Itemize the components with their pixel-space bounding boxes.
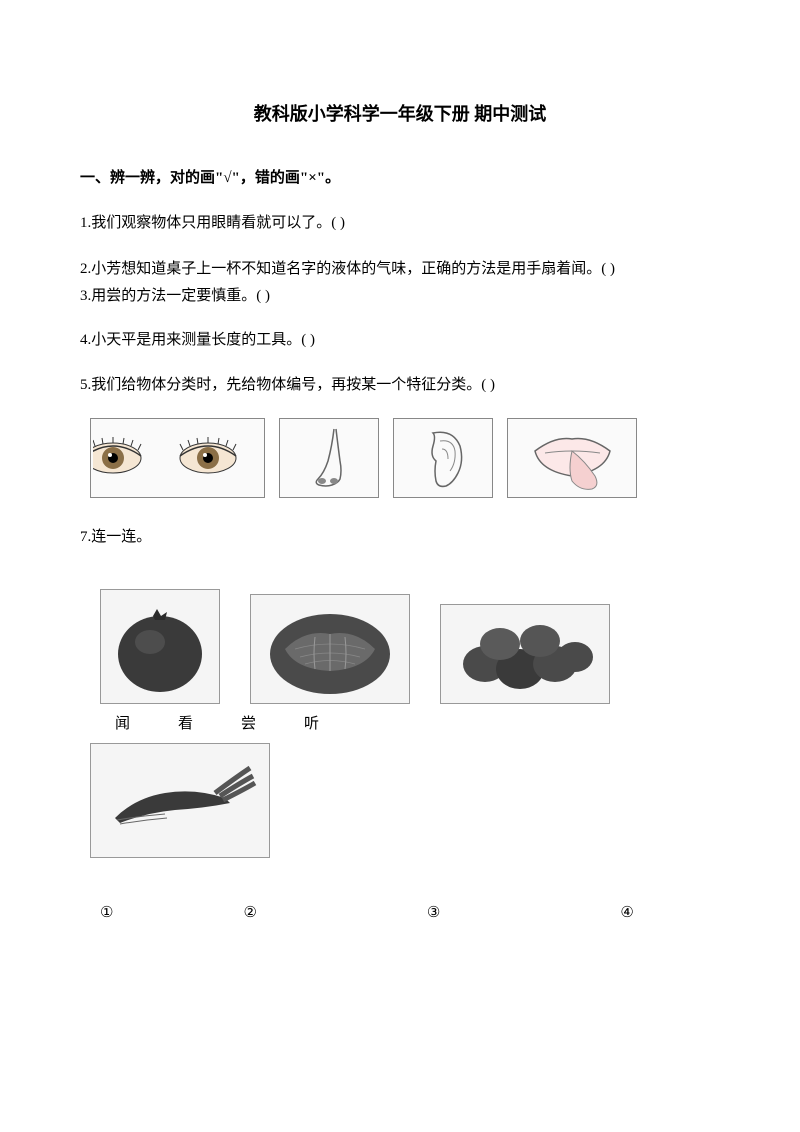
nose-image [279, 418, 379, 498]
question-3: 3.用尝的方法一定要慎重。( ) [80, 285, 720, 308]
label-smell: 闻 [115, 712, 130, 733]
circled-2: ② [243, 903, 256, 922]
potato-image [440, 604, 610, 704]
page-title: 教科版小学科学一年级下册 期中测试 [80, 100, 720, 126]
label-taste: 尝 [241, 712, 256, 733]
question-4: 4.小天平是用来测量长度的工具。( ) [80, 329, 720, 352]
circled-numbers: ① ② ③ ④ [100, 903, 720, 922]
cabbage-image [250, 594, 410, 704]
circled-4: ④ [620, 903, 633, 922]
sense-organs-row [90, 418, 720, 498]
question-5: 5.我们给物体分类时，先给物体编号，再按某一个特征分类。( ) [80, 374, 720, 397]
circled-3: ③ [427, 903, 440, 922]
question-2: 2.小芳想知道桌子上一杯不知道名字的液体的气味，正确的方法是用手扇着闻。( ) [80, 257, 720, 281]
tomato-image [100, 589, 220, 704]
food-row-1 [100, 589, 720, 704]
question-7: 7.连一连。 [80, 526, 720, 549]
mouth-image [507, 418, 637, 498]
section-header: 一、辨一辨，对的画"√"，错的画"×"。 [80, 166, 720, 187]
ear-image [393, 418, 493, 498]
label-hear: 听 [304, 712, 319, 733]
question-1: 1.我们观察物体只用眼睛看就可以了。( ) [80, 212, 720, 235]
vegetable-image [90, 743, 270, 858]
sense-labels: 闻 看 尝 听 [115, 712, 720, 733]
eyes-image [90, 418, 265, 498]
label-see: 看 [178, 712, 193, 733]
circled-1: ① [100, 903, 113, 922]
